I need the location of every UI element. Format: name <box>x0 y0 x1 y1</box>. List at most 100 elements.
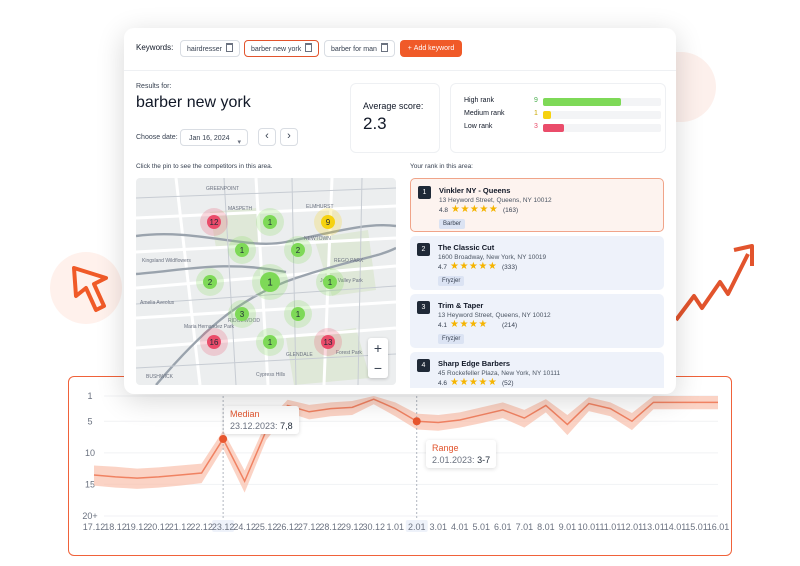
prev-date-button[interactable]: ‹ <box>258 128 276 146</box>
chevron-right-icon: › <box>287 130 291 142</box>
median-annotation: Median 23.12.2023: 7,8 <box>224 406 299 434</box>
map-place-label: RIDGEWOOD <box>228 318 260 324</box>
keywords-bar: Keywords: hairdresser barber new york ba… <box>124 28 676 71</box>
map-pin[interactable]: 13 <box>314 328 342 356</box>
keyword-chip-active[interactable]: barber new york <box>244 40 320 57</box>
x-tick-label: 2.01 <box>408 522 426 532</box>
map-pin[interactable]: 1 <box>256 208 284 236</box>
x-tick-label: 12.01 <box>621 522 644 532</box>
map-pin[interactable]: 16 <box>200 328 228 356</box>
x-tick-label: 30.12 <box>362 522 385 532</box>
x-tick-label: 18.12 <box>104 522 127 532</box>
x-tick-label: 9.01 <box>559 522 577 532</box>
competitor-card[interactable]: 3 Trim & Taper 13 Heyword Street, Queens… <box>410 294 664 348</box>
map[interactable]: GREENPOINT MASPETH ELMHURST NEWTOWN REGO… <box>136 178 396 385</box>
next-date-button[interactable]: › <box>280 128 298 146</box>
average-score-value: 2.3 <box>363 114 387 133</box>
y-tick-label: 10 <box>85 448 95 458</box>
zoom-in-button[interactable]: + <box>373 340 383 356</box>
range-value: 2.01.2023: 3-7 <box>432 455 491 465</box>
map-pin[interactable]: 1 <box>316 268 344 296</box>
decor-circle <box>672 52 716 122</box>
map-pin[interactable]: 9 <box>314 208 342 236</box>
chevron-left-icon: ‹ <box>265 130 269 142</box>
x-tick-label: 3.01 <box>430 522 448 532</box>
x-tick-label: 29.12 <box>341 522 364 532</box>
y-tick-label: 5 <box>87 416 92 426</box>
range-annotation: Range 2.01.2023: 3-7 <box>426 440 497 468</box>
x-tick-label: 10.01 <box>578 522 601 532</box>
selected-x-highlight <box>212 520 235 532</box>
date-select[interactable]: Jan 16, 2024 ▾ <box>180 129 248 146</box>
keyword-chip[interactable]: hairdresser <box>180 40 241 57</box>
competitor-list: 1 Vinkler NY - Queens 13 Heyword Street,… <box>410 178 666 388</box>
plus-icon: + <box>407 45 412 52</box>
add-keyword-button[interactable]: + Add keyword <box>400 40 462 57</box>
x-tick-label: 11.01 <box>599 522 621 532</box>
x-tick-label: 6.01 <box>494 522 512 532</box>
map-hint: Click the pin to see the competitors in … <box>136 163 273 170</box>
map-place-label: Juniper Valley Park <box>320 278 363 284</box>
x-tick-label: 8.01 <box>537 522 555 532</box>
map-place-label: Kingsland Wildflowers <box>142 258 191 264</box>
map-pin-label: 1 <box>268 338 273 347</box>
x-tick-label: 16.01 <box>707 522 730 532</box>
x-tick-label: 14.01 <box>664 522 687 532</box>
map-place-label: GLENDALE <box>286 352 313 358</box>
y-tick-label: 15 <box>85 479 95 489</box>
map-place-label: MASPETH <box>228 206 253 212</box>
median-line <box>93 398 718 484</box>
map-pin-label: 9 <box>326 218 331 227</box>
map-place-label: Cypress Hills <box>256 372 286 378</box>
map-pin[interactable]: 3 <box>228 300 256 328</box>
x-tick-label: 13.01 <box>642 522 665 532</box>
category-tag: Fryzjer <box>438 276 465 286</box>
trash-icon[interactable] <box>226 43 234 52</box>
x-tick-label: 25.12 <box>255 522 278 532</box>
trash-icon[interactable] <box>305 43 313 52</box>
map-pin[interactable]: 12 <box>200 208 228 236</box>
category-tag: Barber <box>439 219 466 229</box>
x-tick-label: 5.01 <box>473 522 491 532</box>
keyword-chip[interactable]: barber for man <box>324 40 395 57</box>
x-tick-label: 7.01 <box>516 522 534 532</box>
average-score-label: Average score: <box>363 101 424 111</box>
rank-history-chart: 15101520+17.1218.1219.1220.1221.1222.122… <box>82 380 730 532</box>
star-rating-icon: ★★★★★ <box>450 377 498 388</box>
annotation-point <box>412 417 421 426</box>
competitor-card[interactable]: 4 Sharp Edge Barbers 45 Rockefeller Plaz… <box>410 352 664 388</box>
map-pin-label: 1 <box>328 278 333 287</box>
map-place-label: ELMHURST <box>306 204 334 210</box>
star-rating-icon: ★★★★★ <box>450 261 498 272</box>
star-rating-icon: ★★★★ <box>450 319 488 330</box>
average-score-box: Average score: 2.3 <box>350 83 440 153</box>
map-place-label: Amelia Aveolus <box>140 300 175 306</box>
median-title: Median <box>230 409 260 419</box>
map-place-label: Maria Hernandez Park <box>184 324 235 330</box>
map-pin[interactable]: 1 <box>252 264 288 300</box>
map-pin[interactable]: 2 <box>284 236 312 264</box>
rank-row-low: Low rank 3 <box>464 123 661 132</box>
zoom-out-button[interactable]: − <box>373 360 383 376</box>
competitor-card-selected[interactable]: 1 Vinkler NY - Queens 13 Heyword Street,… <box>410 178 664 232</box>
x-tick-label: 21.12 <box>169 522 192 532</box>
map-pin[interactable]: 1 <box>284 300 312 328</box>
x-tick-label: 23.12 <box>212 522 235 532</box>
x-tick-label: 1.01 <box>386 522 404 532</box>
range-title: Range <box>432 443 459 453</box>
map-canvas[interactable]: GREENPOINT MASPETH ELMHURST NEWTOWN REGO… <box>136 178 396 385</box>
x-tick-label: 22.12 <box>190 522 213 532</box>
annotation-point <box>219 434 228 443</box>
map-place-label: BUSHWICK <box>146 374 174 380</box>
map-pin-label: 16 <box>210 338 219 347</box>
x-tick-label: 20.12 <box>147 522 170 532</box>
map-place-label: Forest Park <box>336 350 362 356</box>
map-pin[interactable]: 1 <box>256 328 284 356</box>
map-pin[interactable]: 2 <box>196 268 224 296</box>
page-title: barber new york <box>136 94 251 111</box>
map-pin[interactable]: 1 <box>228 236 256 264</box>
trash-icon[interactable] <box>380 43 388 52</box>
x-tick-label: 4.01 <box>451 522 469 532</box>
map-pin-label: 13 <box>324 338 333 347</box>
competitor-card[interactable]: 2 The Classic Cut 1600 Broadway, New Yor… <box>410 236 664 290</box>
